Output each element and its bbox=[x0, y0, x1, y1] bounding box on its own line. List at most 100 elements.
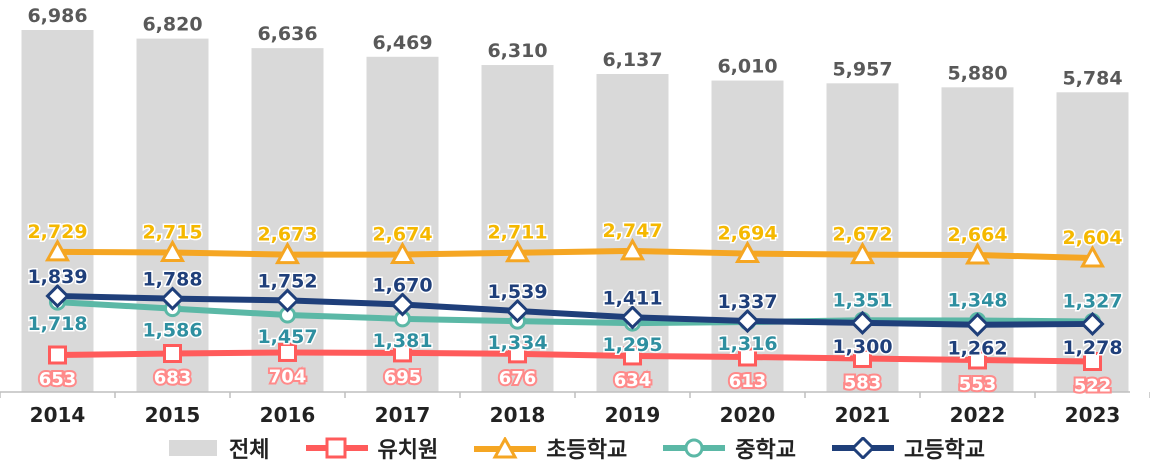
x-tick-label-2018: 2018 bbox=[490, 403, 546, 427]
legend-label-elementary: 초등학교 bbox=[546, 438, 628, 463]
bar-label-2020: 6,010 bbox=[717, 56, 777, 78]
marker-high-2018 bbox=[505, 298, 530, 324]
bar-total-2016 bbox=[251, 48, 324, 393]
bar-total-2015 bbox=[136, 38, 209, 392]
legend-triangle-marker-icon bbox=[474, 437, 537, 459]
data-label-elementary-2022: 2,664 bbox=[947, 224, 1007, 246]
bar-total-2019 bbox=[596, 73, 669, 393]
data-label-elementary-2014: 2,729 bbox=[27, 221, 87, 243]
marker-kindergarten-2021 bbox=[853, 348, 872, 368]
marker-high-2023 bbox=[1080, 311, 1105, 337]
legend-circle-marker-icon bbox=[663, 438, 726, 458]
data-label-high-2017: 1,670 bbox=[372, 274, 432, 296]
data-label-kindergarten-2016: 704 bbox=[269, 366, 307, 387]
line-elementary bbox=[57, 247, 1093, 262]
bar-total-2022 bbox=[941, 87, 1014, 393]
legend-item-total: 전체 bbox=[165, 432, 270, 464]
bar-label-2016: 6,636 bbox=[257, 23, 317, 45]
line-high bbox=[57, 293, 1093, 328]
data-label-kindergarten-2020: 613 bbox=[729, 371, 767, 392]
bar-label-2018: 6,310 bbox=[487, 40, 547, 62]
marker-elementary-2023 bbox=[1079, 244, 1106, 268]
data-label-high-2020: 1,337 bbox=[717, 291, 777, 313]
bar-label-2014: 6,986 bbox=[27, 5, 87, 27]
data-label-kindergarten-2022: 553 bbox=[959, 374, 997, 395]
marker-elementary-2018 bbox=[504, 239, 531, 263]
marker-high-2014 bbox=[45, 283, 70, 309]
legend-square-marker-icon bbox=[305, 437, 368, 459]
marker-high-2020 bbox=[735, 308, 760, 334]
data-label-middle-2021: 1,351 bbox=[832, 289, 892, 311]
marker-kindergarten-2016 bbox=[278, 342, 297, 362]
marker-elementary-2016 bbox=[274, 241, 301, 265]
line-middle bbox=[57, 299, 1093, 327]
data-label-middle-2019: 1,295 bbox=[602, 334, 662, 356]
legend-label-middle: 중학교 bbox=[735, 438, 796, 463]
data-label-elementary-2023: 2,604 bbox=[1062, 227, 1122, 249]
marker-kindergarten-2018 bbox=[508, 344, 527, 364]
chart-legend: 전체 유치원 초등학교 중학교 고등학교 bbox=[0, 428, 1150, 468]
legend-diamond-marker-icon bbox=[831, 437, 894, 459]
data-label-middle-2015: 1,586 bbox=[142, 320, 202, 342]
bar-total-2023 bbox=[1056, 92, 1129, 392]
data-label-high-2018: 1,539 bbox=[487, 281, 547, 303]
line-kindergarten bbox=[57, 349, 1093, 365]
bar-label-2022: 5,880 bbox=[947, 62, 1007, 84]
marker-kindergarten-2015 bbox=[163, 344, 182, 364]
marker-high-2022 bbox=[965, 312, 990, 337]
bar-label-2015: 6,820 bbox=[142, 14, 202, 36]
data-label-kindergarten-2018: 676 bbox=[499, 368, 537, 389]
bar-total-2018 bbox=[481, 65, 554, 392]
data-label-high-2023: 1,278 bbox=[1062, 337, 1122, 359]
legend-label-kindergarten: 유치원 bbox=[377, 438, 439, 463]
data-label-kindergarten-2021: 583 bbox=[844, 372, 882, 393]
x-tick-label-2017: 2017 bbox=[375, 403, 431, 427]
bar-label-2021: 5,957 bbox=[832, 58, 892, 80]
marker-elementary-2014 bbox=[44, 238, 71, 262]
data-label-high-2021: 1,300 bbox=[832, 336, 892, 358]
data-label-kindergarten-2015: 683 bbox=[154, 368, 192, 389]
x-tick-label-2020: 2020 bbox=[720, 403, 776, 427]
data-label-elementary-2020: 2,694 bbox=[717, 223, 777, 245]
marker-high-2015 bbox=[160, 286, 185, 311]
marker-elementary-2015 bbox=[159, 239, 186, 263]
data-label-middle-2023: 1,327 bbox=[1062, 291, 1122, 313]
x-tick-label-2014: 2014 bbox=[30, 403, 86, 427]
data-label-kindergarten-2017: 695 bbox=[384, 367, 422, 388]
data-label-high-2014: 1,839 bbox=[27, 266, 87, 288]
marker-kindergarten-2017 bbox=[393, 343, 412, 363]
data-label-elementary-2015: 2,715 bbox=[142, 222, 202, 244]
data-label-middle-2022: 1,348 bbox=[947, 289, 1007, 311]
bar-label-2023: 5,784 bbox=[1062, 67, 1122, 89]
data-label-high-2019: 1,411 bbox=[602, 287, 662, 309]
bar-total-2017 bbox=[366, 56, 439, 393]
legend-item-kindergarten: 유치원 bbox=[304, 432, 439, 464]
legend-item-elementary: 초등학교 bbox=[472, 432, 627, 464]
bar-total-2020 bbox=[711, 80, 784, 393]
data-label-high-2015: 1,788 bbox=[142, 269, 202, 291]
bar-total-2021 bbox=[826, 83, 899, 392]
marker-kindergarten-2014 bbox=[48, 345, 67, 365]
marker-elementary-2017 bbox=[389, 241, 416, 265]
data-label-high-2016: 1,752 bbox=[257, 270, 317, 292]
chart-svg: 6,986 6,820 6,636 6,469 6,310 6,137 6,010 5,957… bbox=[0, 5, 1150, 427]
marker-high-2019 bbox=[620, 305, 645, 330]
data-label-high-2022: 1,262 bbox=[947, 338, 1007, 360]
marker-high-2017 bbox=[390, 292, 415, 317]
data-label-elementary-2019: 2,747 bbox=[602, 220, 662, 242]
x-tick-label-2021: 2021 bbox=[835, 403, 891, 427]
marker-kindergarten-2019 bbox=[623, 346, 642, 366]
data-label-elementary-2017: 2,674 bbox=[372, 224, 432, 246]
x-tick-label-2023: 2023 bbox=[1065, 403, 1121, 427]
marker-elementary-2021 bbox=[849, 241, 876, 265]
data-label-kindergarten-2023: 522 bbox=[1074, 376, 1112, 397]
data-label-elementary-2021: 2,672 bbox=[832, 224, 892, 246]
data-label-elementary-2018: 2,711 bbox=[487, 222, 547, 244]
marker-elementary-2020 bbox=[734, 240, 761, 264]
data-label-middle-2017: 1,381 bbox=[372, 330, 432, 352]
marker-kindergarten-2023 bbox=[1083, 352, 1102, 372]
x-tick-label-2016: 2016 bbox=[260, 403, 316, 427]
data-label-middle-2018: 1,334 bbox=[487, 332, 547, 354]
bar-total-2014 bbox=[21, 30, 94, 392]
